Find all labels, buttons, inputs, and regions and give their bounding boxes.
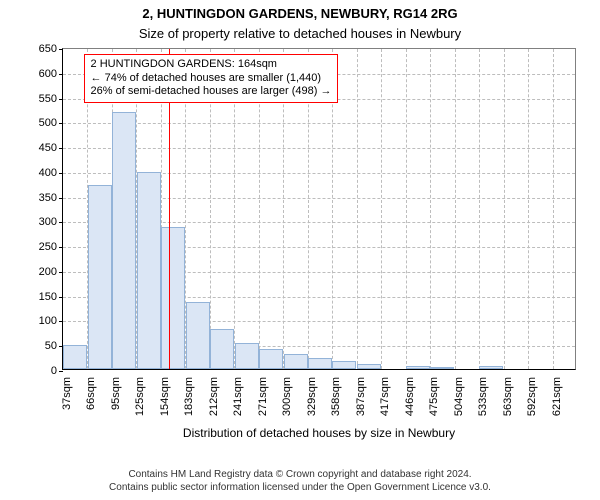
- x-tick-label: 563sqm: [502, 377, 514, 416]
- footer-line-2: Contains public sector information licen…: [0, 482, 600, 495]
- annotation-line-2: ← 74% of detached houses are smaller (1,…: [91, 72, 332, 86]
- y-tick-label: 50: [45, 340, 63, 352]
- x-tick-label: 154sqm: [159, 377, 171, 416]
- histogram-bar: [63, 345, 87, 369]
- y-tick-label: 150: [39, 291, 63, 303]
- y-tick-label: 600: [39, 68, 63, 80]
- gridline-v: [479, 49, 480, 369]
- gridline-v: [381, 49, 382, 369]
- histogram-bar: [161, 227, 185, 369]
- x-tick-label: 241sqm: [232, 377, 244, 416]
- y-tick-label: 300: [39, 216, 63, 228]
- histogram-bar: [210, 329, 234, 369]
- histogram-bar: [259, 349, 283, 369]
- histogram-bar: [479, 366, 503, 369]
- footer-attribution: Contains HM Land Registry data © Crown c…: [0, 469, 600, 494]
- x-tick-label: 533sqm: [477, 377, 489, 416]
- annotation-line-3: 26% of semi-detached houses are larger (…: [91, 85, 332, 99]
- x-tick-label: 504sqm: [453, 377, 465, 416]
- x-tick-label: 300sqm: [281, 377, 293, 416]
- annotation-line-1: 2 HUNTINGDON GARDENS: 164sqm: [91, 58, 332, 72]
- y-tick-label: 250: [39, 241, 63, 253]
- x-tick-label: 446sqm: [404, 377, 416, 416]
- x-tick-label: 387sqm: [355, 377, 367, 416]
- x-tick-label: 66sqm: [85, 377, 97, 410]
- histogram-bar: [332, 361, 356, 369]
- gridline-h: [63, 123, 575, 124]
- histogram-bar: [308, 358, 332, 369]
- y-tick-label: 500: [39, 117, 63, 129]
- annotation-box: 2 HUNTINGDON GARDENS: 164sqm← 74% of det…: [84, 54, 339, 103]
- histogram-bar: [430, 367, 454, 369]
- x-tick-label: 475sqm: [428, 377, 440, 416]
- gridline-v: [406, 49, 407, 369]
- y-tick-label: 350: [39, 192, 63, 204]
- x-tick-label: 358sqm: [330, 377, 342, 416]
- y-tick-label: 650: [39, 43, 63, 55]
- x-tick-label: 592sqm: [526, 377, 538, 416]
- gridline-v: [357, 49, 358, 369]
- histogram-bar: [284, 354, 308, 369]
- y-tick-label: 200: [39, 266, 63, 278]
- histogram-bar: [112, 112, 136, 369]
- x-tick-label: 212sqm: [208, 377, 220, 416]
- gridline-v: [504, 49, 505, 369]
- gridline-h: [63, 148, 575, 149]
- footer-line-1: Contains HM Land Registry data © Crown c…: [0, 469, 600, 482]
- x-tick-label: 621sqm: [551, 377, 563, 416]
- histogram-bar: [357, 364, 381, 369]
- x-tick-label: 37sqm: [61, 377, 73, 410]
- y-tick-label: 400: [39, 167, 63, 179]
- x-axis-label: Distribution of detached houses by size …: [62, 426, 576, 440]
- y-tick-label: 550: [39, 93, 63, 105]
- gridline-v: [553, 49, 554, 369]
- x-tick-label: 183sqm: [183, 377, 195, 416]
- x-tick-label: 125sqm: [134, 377, 146, 416]
- y-tick-label: 450: [39, 142, 63, 154]
- gridline-v: [455, 49, 456, 369]
- x-tick-label: 329sqm: [306, 377, 318, 416]
- gridline-v: [528, 49, 529, 369]
- histogram-bar: [88, 185, 112, 369]
- y-tick-label: 0: [51, 365, 63, 377]
- x-tick-label: 417sqm: [379, 377, 391, 416]
- histogram-bar: [406, 366, 430, 369]
- histogram-bar: [235, 343, 259, 369]
- x-tick-label: 271sqm: [257, 377, 269, 416]
- plot-area: 0501001502002503003504004505005506006503…: [62, 48, 576, 370]
- x-tick-label: 95sqm: [110, 377, 122, 410]
- histogram-bar: [137, 172, 161, 369]
- y-tick-label: 100: [39, 315, 63, 327]
- gridline-v: [430, 49, 431, 369]
- chart-container: 2, HUNTINGDON GARDENS, NEWBURY, RG14 2RG…: [0, 0, 600, 500]
- histogram-bar: [186, 302, 210, 369]
